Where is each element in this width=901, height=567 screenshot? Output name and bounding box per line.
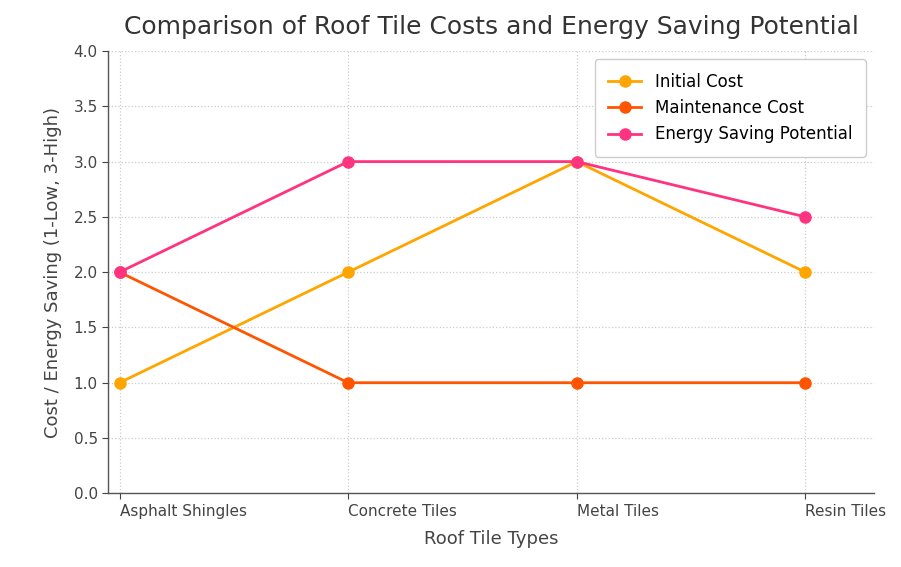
Energy Saving Potential bbox=[800, 213, 811, 220]
Maintenance Cost bbox=[342, 379, 353, 386]
Maintenance Cost bbox=[571, 379, 582, 386]
Initial Cost bbox=[342, 269, 353, 276]
Energy Saving Potential bbox=[571, 158, 582, 165]
X-axis label: Roof Tile Types: Roof Tile Types bbox=[423, 530, 559, 548]
Line: Initial Cost: Initial Cost bbox=[114, 156, 811, 388]
Maintenance Cost bbox=[800, 379, 811, 386]
Maintenance Cost bbox=[114, 269, 125, 276]
Line: Maintenance Cost: Maintenance Cost bbox=[114, 266, 811, 388]
Initial Cost bbox=[114, 379, 125, 386]
Y-axis label: Cost / Energy Saving (1-Low, 3-High): Cost / Energy Saving (1-Low, 3-High) bbox=[44, 107, 62, 438]
Initial Cost bbox=[571, 158, 582, 165]
Legend: Initial Cost, Maintenance Cost, Energy Saving Potential: Initial Cost, Maintenance Cost, Energy S… bbox=[595, 60, 866, 156]
Title: Comparison of Roof Tile Costs and Energy Saving Potential: Comparison of Roof Tile Costs and Energy… bbox=[123, 15, 859, 39]
Line: Energy Saving Potential: Energy Saving Potential bbox=[114, 156, 811, 278]
Energy Saving Potential bbox=[114, 269, 125, 276]
Energy Saving Potential bbox=[342, 158, 353, 165]
Initial Cost bbox=[800, 269, 811, 276]
